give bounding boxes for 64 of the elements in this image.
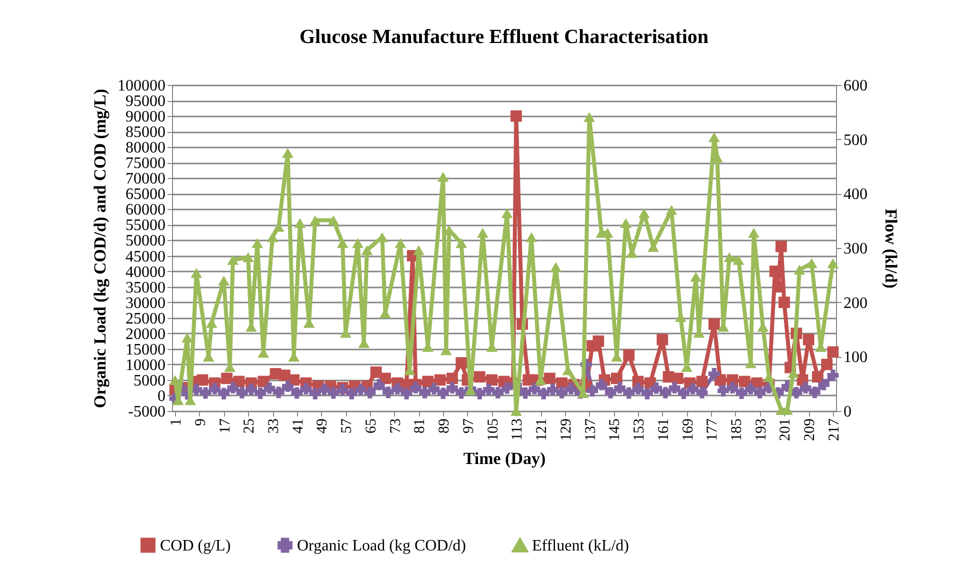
x-tick-label: 121 xyxy=(534,418,550,441)
x-tick-label: 113 xyxy=(510,418,526,440)
y-tick-label: 80000 xyxy=(126,140,166,157)
y-tick-label: 60000 xyxy=(126,202,166,219)
x-tick-label: 1 xyxy=(168,418,185,426)
y-tick-label: 5000 xyxy=(134,372,166,390)
x-tick-label: 145 xyxy=(607,418,624,441)
x-tick-label: 137 xyxy=(582,418,599,441)
y-tick-label: 30000 xyxy=(126,294,166,312)
x-tick-label: 49 xyxy=(314,418,331,434)
y-tick-label: 90000 xyxy=(126,108,166,126)
y-tick-label: 10000 xyxy=(126,356,166,374)
x-tick-label: 201 xyxy=(778,418,794,441)
y-tick-label: 35000 xyxy=(126,279,166,296)
x-tick-label: 17 xyxy=(217,418,234,434)
y-tick-label: 75000 xyxy=(126,155,166,172)
y-tick-label: 100000 xyxy=(118,78,166,94)
y-tick-label: 15000 xyxy=(126,341,166,358)
y2-tick-label: 500 xyxy=(844,132,868,149)
y-tick-label: 25000 xyxy=(126,310,166,328)
x-tick-label: 41 xyxy=(290,418,306,434)
x-tick-label: 25 xyxy=(242,418,258,434)
x-tick-label: 97 xyxy=(460,418,477,434)
x-tick-label: 105 xyxy=(485,418,502,441)
x-tick-label: 169 xyxy=(680,418,696,441)
y-tick-label: 20000 xyxy=(126,326,166,343)
y2-tick-label: 300 xyxy=(844,240,868,258)
x-tick-label: 81 xyxy=(412,418,428,434)
y-tick-label: 40000 xyxy=(126,264,166,281)
x-tick-label: 129 xyxy=(558,418,574,441)
x-tick-label: 185 xyxy=(728,418,745,441)
y-tick-label: 95000 xyxy=(126,93,166,110)
x-tick-label: 177 xyxy=(704,418,721,441)
y2-tick-label: 0 xyxy=(844,404,852,420)
y2-tick-label: 200 xyxy=(844,294,868,312)
x-tick-label: 9 xyxy=(192,418,209,426)
x-tick-label: 73 xyxy=(388,418,404,434)
y2-tick-label: 400 xyxy=(844,186,868,204)
x-tick-label: 161 xyxy=(656,418,672,441)
legend-label: Organic Load (kg COD/d) xyxy=(297,537,466,554)
y-tick-label: 55000 xyxy=(126,217,166,234)
y-tick-label: -5000 xyxy=(128,404,166,420)
y2-tick-label: 600 xyxy=(844,78,868,94)
y-axis-title: Organic Load (kg COD/d) and COD (mg/L) xyxy=(90,88,110,408)
x-tick-label: 57 xyxy=(339,418,356,434)
legend-label: COD (g/L) xyxy=(160,537,231,554)
x-tick-label: 193 xyxy=(753,418,770,441)
legend-label: Effluent (kL/d) xyxy=(532,538,630,555)
y2-axis-title: Flow (kl/d) xyxy=(882,208,900,288)
y-tick-label: 0 xyxy=(158,388,166,405)
x-tick-label: 209 xyxy=(802,418,818,441)
y-tick-label: 50000 xyxy=(126,232,166,250)
chart-title: Glucose Manufacture Effluent Characterisation xyxy=(299,26,709,48)
y-tick-label: 85000 xyxy=(126,124,166,142)
x-tick-label: 89 xyxy=(436,418,453,434)
y2-tick-label: 100 xyxy=(844,349,868,366)
x-tick-label: 65 xyxy=(363,418,380,434)
x-tick-label: 217 xyxy=(826,418,842,441)
x-axis-title: Time (Day) xyxy=(463,449,546,468)
y-tick-label: 70000 xyxy=(126,170,166,188)
y-tick-label: 65000 xyxy=(126,186,166,204)
x-tick-label: 33 xyxy=(266,418,282,434)
x-tick-label: 153 xyxy=(632,418,648,441)
y-tick-label: 45000 xyxy=(126,248,166,266)
